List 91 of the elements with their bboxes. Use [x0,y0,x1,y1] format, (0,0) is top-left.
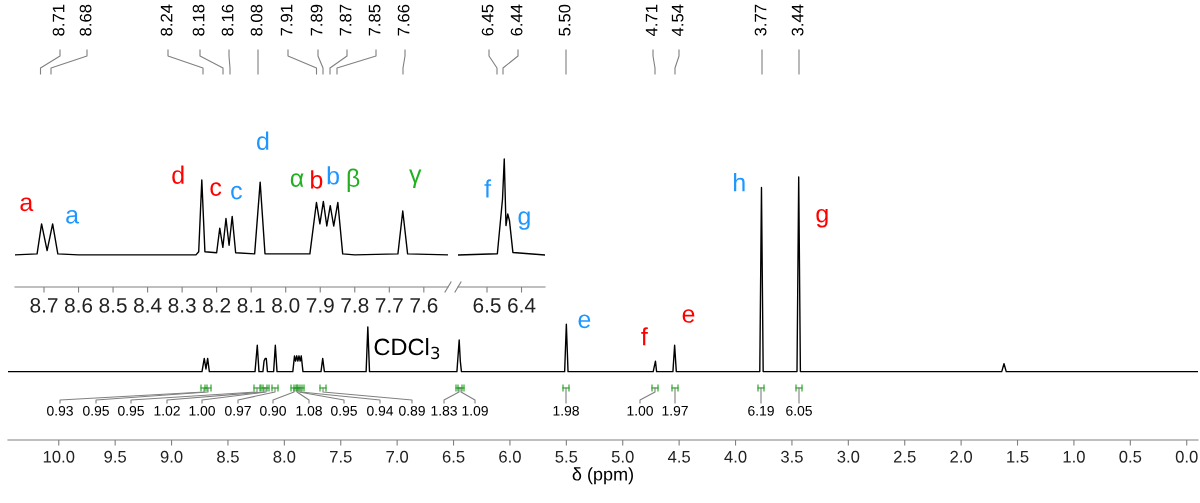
annotation: b [311,170,323,189]
annotation: d [172,165,184,184]
text: 3.44 [791,4,804,36]
annotation: 1.98 [553,405,579,416]
x-tick-label: 8.5 [217,450,239,463]
annotation: 0.89 [399,405,425,416]
text: 6.44 [510,4,523,36]
annotation: a [20,197,34,212]
x-tick-label: 7.5 [330,451,352,463]
x-tick-label: 8.1 [237,297,265,313]
text: 8.68 [79,4,92,36]
annotation: g [518,211,530,230]
annotation: f [484,179,492,198]
x-tick-label: 8.2 [203,297,231,313]
x-tick-label: 8.5 [99,297,127,313]
annotation: 0.90 [260,405,286,416]
x-tick-label: 8.0 [273,450,296,463]
x-tick-label: 8.4 [134,297,162,313]
x-tick-label: 8.3 [168,297,196,313]
x-tick-label: 3.0 [837,450,860,463]
x-tick-label: 7.0 [386,450,409,463]
x-tick-label: 1.5 [1007,451,1029,463]
text: 4.71 [645,4,658,37]
annotation: e [682,309,695,323]
x-tick-label: 2.5 [893,450,916,463]
x-tick-label: 6.5 [442,450,465,463]
annotation: 1.08 [296,405,322,416]
annotation: 0.95 [83,405,109,416]
x-tick-label: 7.9 [306,297,334,313]
x-tick-label: 3.5 [780,450,803,463]
x-tick-label: 8.7 [30,297,58,313]
annotation: f [641,327,648,346]
annotation: c [231,185,242,200]
x-tick-label: 5.0 [611,450,634,463]
text: 8.24 [160,4,173,36]
annotation: CDCl$_{3}$ [374,337,440,360]
text: 4.54 [671,4,684,37]
x-tick-label: 9.0 [160,450,183,463]
annotation: e [578,314,591,329]
text: 8.18 [192,4,205,36]
annotation: 1.97 [662,405,688,416]
x-tick-label: 1.0 [1063,450,1085,463]
x-axis-title: δ (ppm) [572,467,633,485]
x-tick-label: 2.0 [950,450,973,463]
x-tick-label: 7.6 [410,297,438,313]
annotation: a [66,209,80,224]
text: 7.87 [339,4,352,36]
x-tick-label: 7.8 [341,297,369,313]
x-tick-label: 0.5 [1119,450,1142,463]
annotation: 1.00 [189,405,215,416]
annotation: 0.95 [118,405,144,416]
text: 3.77 [754,4,767,36]
x-tick-label: 6.5 [473,297,501,313]
text: 7.91 [280,4,293,36]
x-tick-label: 4.0 [724,450,747,463]
annotation: 1.09 [462,405,488,416]
annotation: c [210,182,222,196]
annotation: 0.95 [331,405,357,416]
x-tick-label: 6.4 [508,297,536,313]
annotation: 1.83 [431,405,457,416]
text: 7.89 [310,4,323,36]
x-tick-label: 0.0 [1175,450,1198,463]
annotation: 6.19 [748,405,774,416]
annotation: 1.02 [154,405,180,416]
text: 7.85 [368,4,381,36]
annotation: 0.97 [225,405,251,416]
annotation: 1.00 [627,405,653,416]
annotation: b [327,166,339,185]
x-tick-label: 6.0 [499,450,521,463]
text: 8.16 [221,4,234,36]
x-tick-label: 8.0 [272,297,300,313]
x-tick-label: 5.5 [555,451,578,463]
text: 8.71 [52,4,65,36]
annotation: g [816,208,828,228]
text: 7.66 [397,4,410,36]
text: 6.45 [481,4,494,36]
annotation: γ [409,169,422,188]
annotation: α [290,173,304,187]
x-tick-label: 9.5 [104,450,127,463]
x-tick-label: 4.5 [667,451,691,463]
annotation: β [347,168,360,192]
x-tick-label: 7.7 [375,298,403,313]
annotation: 0.93 [47,405,73,416]
annotation: h [734,173,745,192]
text: 5.50 [558,4,571,36]
x-tick-label: 8.6 [64,297,93,313]
annotation: 6.05 [786,405,812,416]
x-tick-label: 10.0 [43,450,75,463]
text: 8.08 [250,4,263,36]
annotation: 0.94 [367,405,394,416]
annotation: d [257,131,269,150]
